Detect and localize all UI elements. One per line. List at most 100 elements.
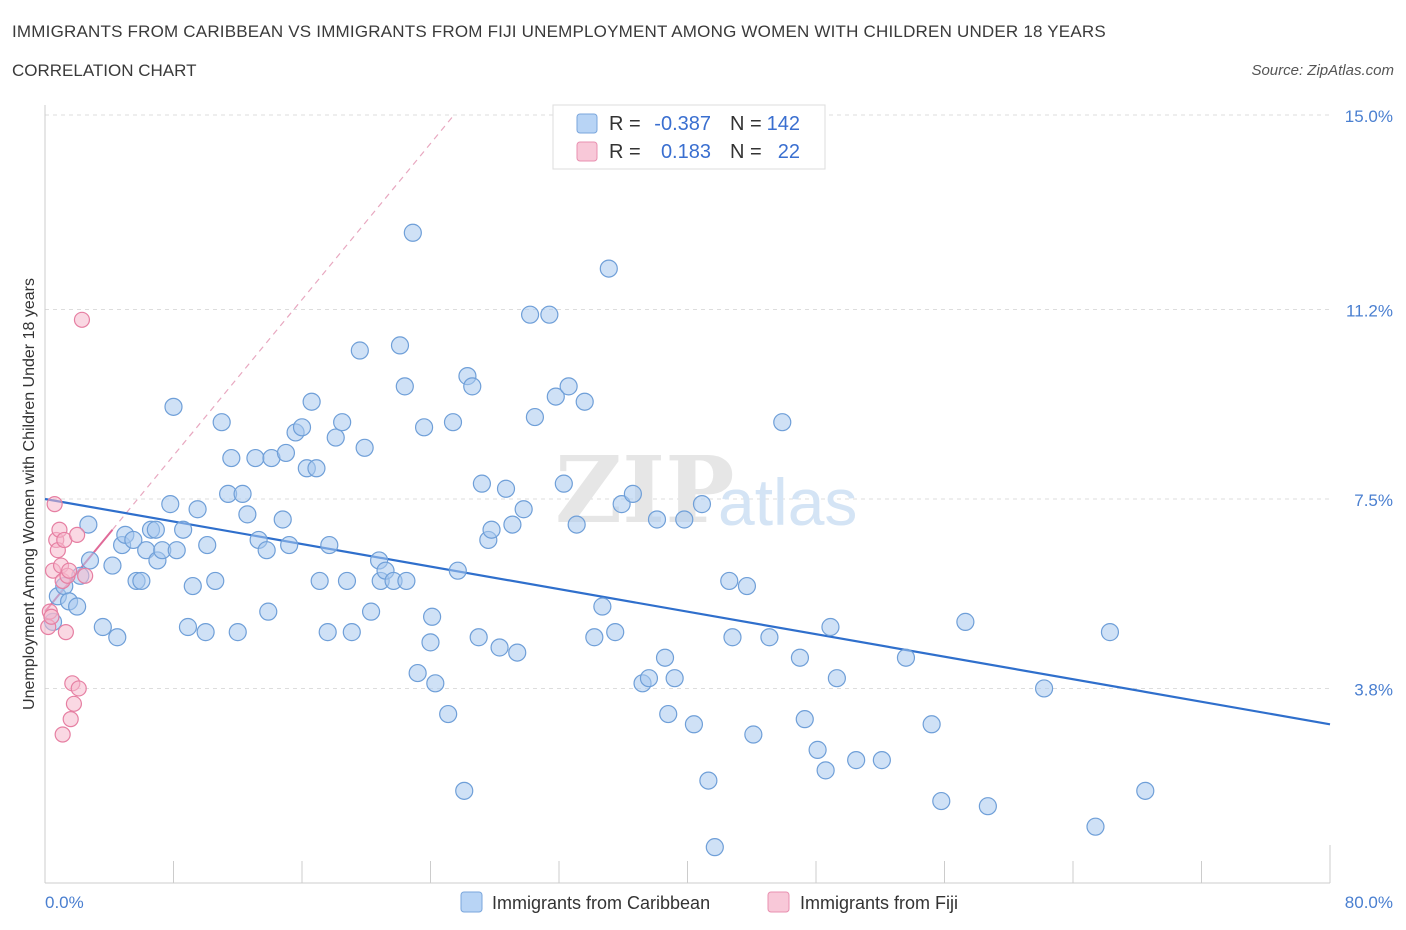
caribbean-point [675,510,694,529]
caribbean-point [816,761,835,780]
caribbean-point [692,495,712,514]
y-tick-label: 7.5% [1354,491,1393,510]
caribbean-point [665,669,684,688]
fiji-point [77,567,94,584]
caribbean-point [720,571,739,591]
caribbean-point [956,612,975,631]
caribbean-point [508,643,527,662]
caribbean-point [655,648,675,667]
caribbean-point [403,223,422,242]
caribbean-point [606,623,625,642]
caribbean-point [847,751,866,770]
legend-box [552,104,826,170]
caribbean-point [68,597,87,616]
bottom-legend-swatch-caribbean [460,891,483,913]
caribbean-point [684,715,704,734]
caribbean-point [333,413,352,432]
data-points [40,223,1155,857]
axes [44,105,1330,884]
caribbean-point [238,505,257,524]
caribbean-point [174,520,193,539]
caribbean-point [737,576,757,596]
y-axis-label: Unemployment Among Women with Children U… [21,278,38,710]
caribbean-point [540,305,559,324]
caribbean-point [79,515,98,534]
caribbean-point [414,418,434,437]
caribbean-point [821,617,840,637]
fiji-point [65,695,83,712]
caribbean-point [188,500,207,519]
chart-title: IMMIGRANTS FROM CARIBBEAN VS IMMIGRANTS … [12,22,1106,41]
caribbean-point [103,556,122,575]
fiji-point [69,526,86,543]
legend-n-value-2: 22 [778,141,800,163]
fiji-point [60,562,78,579]
fiji-point [43,608,60,625]
caribbean-point [276,443,296,463]
bottom-legend-caribbean: Immigrants from Caribbean [492,893,710,913]
caribbean-point [423,607,442,626]
caribbean-point [773,413,792,432]
caribbean-point [326,428,345,447]
caribbean-point [273,510,292,529]
caribbean-point [196,623,215,642]
legend: R = -0.387 N = 142 R = 0.183 N = 22 [552,104,826,170]
bottom-legend-fiji: Immigrants from Fiji [800,893,958,913]
caribbean-point [408,663,427,683]
fiji-trend-extension [111,114,455,531]
caribbean-point [337,571,357,591]
caribbean-point [463,377,482,396]
caribbean-point [723,628,742,647]
legend-n-value-1: 142 [767,113,800,135]
caribbean-point [93,617,112,637]
fiji-point [62,711,79,728]
caribbean-point [922,715,941,734]
caribbean-point [233,484,252,503]
fiji-point [57,624,74,641]
legend-r-value-1: -0.387 [654,113,711,135]
caribbean-point [212,413,231,432]
caribbean-point [490,638,509,657]
x-tick-label: 80.0% [1345,893,1393,912]
caribbean-point [397,571,416,591]
caribbean-point [559,377,578,396]
y-tick-label: 15.0% [1345,107,1393,126]
caribbean-point [80,551,100,570]
caribbean-point [760,628,779,647]
caribbean-point [257,541,276,560]
caribbean-point [1136,781,1155,800]
caribbean-point [361,602,381,621]
caribbean-point [575,392,594,411]
caribbean-point [496,479,516,498]
chart-source: Source: ZipAtlas.com [1251,62,1394,79]
caribbean-point [222,448,241,468]
caribbean-point [307,459,326,478]
caribbean-point [795,710,814,729]
caribbean-point [108,628,127,647]
legend-r-label-2: R = [609,141,641,163]
caribbean-point [647,510,667,529]
caribbean-point [178,617,198,637]
caribbean-point [872,751,891,770]
caribbean-point [355,438,374,457]
caribbean-point [599,259,618,278]
caribbean-point [161,495,180,514]
caribbean-point [132,571,151,591]
caribbean-point [246,448,265,468]
caribbean-point [395,377,414,396]
caribbean-point [292,418,312,437]
caribbean-point [546,387,565,406]
fiji-point [54,726,71,743]
caribbean-point [623,484,642,503]
caribbean-point [228,623,247,642]
caribbean-point [280,535,299,555]
caribbean-point [198,535,217,555]
caribbean-point [808,740,827,759]
caribbean-point [612,495,631,514]
caribbean-point [593,597,612,616]
caribbean-point [167,541,186,560]
caribbean-point [302,392,321,411]
chart-subtitle: CORRELATION CHART [12,61,197,80]
caribbean-point [443,413,463,432]
